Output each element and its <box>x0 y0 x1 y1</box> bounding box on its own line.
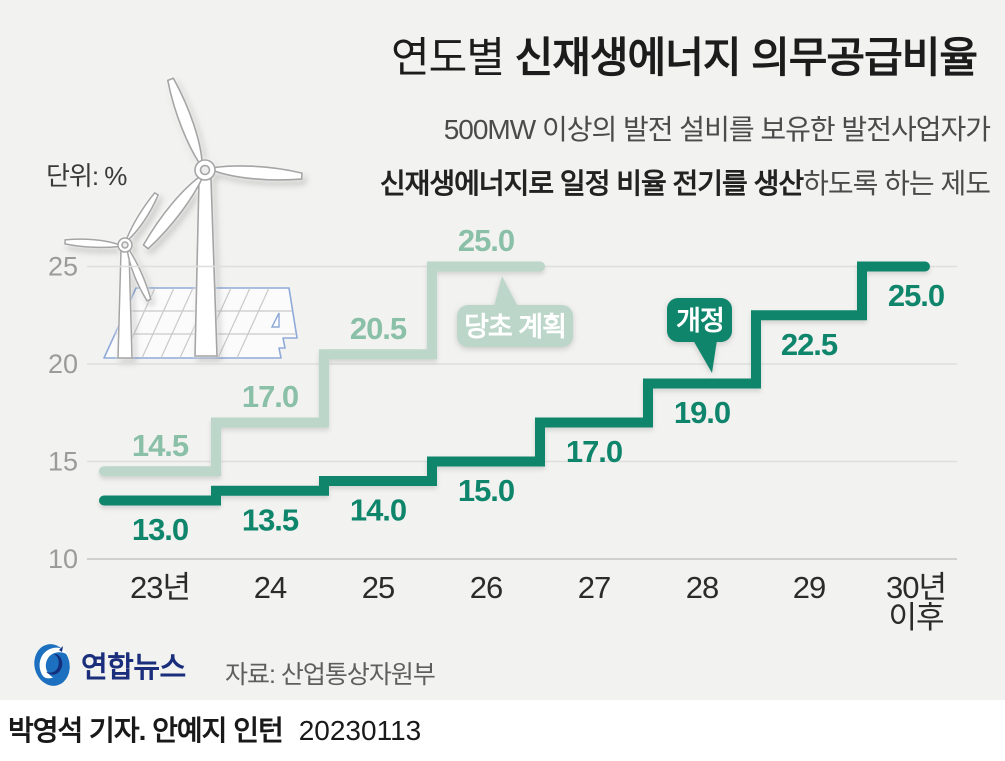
data-labels: 14.5 17.0 20.5 25.0 13.0 13.5 14.0 15.0 17.0 19.0… <box>132 223 945 547</box>
data-label: 25.0 <box>458 223 514 258</box>
series-line-0 <box>99 261 545 477</box>
x-tick-label: 24 <box>254 570 287 605</box>
x-tick-label: 29 <box>793 570 825 605</box>
x-tick-label: 28 <box>686 570 718 605</box>
x-tick-label: 27 <box>578 570 610 605</box>
yonhap-logo-text: 연합뉴스 <box>81 652 186 684</box>
data-label: 15.0 <box>458 473 514 508</box>
annotation-original-plan-label: 당초 계획 <box>464 312 566 342</box>
axis-labels: 25 20 15 10 23년 24 25 26 27 28 29 30년 이후 <box>48 252 947 636</box>
credit-date: 20230113 <box>298 715 422 746</box>
x-tick-label: 25 <box>362 570 394 605</box>
credit-line: 박영석 기자. 안예지 인턴 20230113 <box>8 709 421 749</box>
wind-turbine-large-icon <box>142 77 303 357</box>
y-tick-label: 10 <box>48 544 78 574</box>
data-label: 22.5 <box>781 327 838 362</box>
annotation-revision: 개정 <box>667 298 732 373</box>
title-emphasis: 신재생에너지 의무공급비율 <box>514 34 978 81</box>
credit-names: 박영석 기자. 안예지 인턴 <box>8 715 284 746</box>
data-label: 14.0 <box>350 493 406 528</box>
data-label: 14.5 <box>132 428 189 463</box>
source-label: 자료: 산업통상자원부 <box>225 661 436 689</box>
renewables-illustration <box>64 77 303 359</box>
title-prefix: 연도별 <box>391 34 515 81</box>
y-tick-label: 25 <box>48 252 78 282</box>
unit-label: 단위: % <box>46 161 127 191</box>
y-tick-label: 20 <box>48 349 78 379</box>
x-tick-label: 30년 이후 <box>886 570 946 635</box>
subtitle-line2-rest: 하도록 하는 제도 <box>803 168 991 200</box>
data-label: 20.5 <box>350 311 407 346</box>
annotation-revision-label: 개정 <box>676 306 724 336</box>
wind-turbine-small-icon <box>64 191 160 359</box>
subtitle-line2-bold: 신재생에너지로 일정 비율 전기를 생산 <box>379 168 804 200</box>
yonhap-logo-icon <box>34 644 70 686</box>
data-label: 25.0 <box>888 278 944 313</box>
footer-strip <box>0 700 1005 761</box>
header: 연도별 신재생에너지 의무공급비율 500MW 이상의 발전 설비를 보유한 발… <box>290 0 991 202</box>
yonhap-logo: 연합뉴스 <box>32 641 186 689</box>
data-label: 19.0 <box>674 395 730 430</box>
x-tick-label: 26 <box>470 570 502 605</box>
data-label: 17.0 <box>242 379 298 414</box>
data-label: 13.5 <box>242 502 299 537</box>
series-line-1 <box>99 261 930 506</box>
x-tick-label: 23년 <box>130 570 190 605</box>
data-label: 13.0 <box>132 512 188 547</box>
subtitle-line2: 신재생에너지로 일정 비율 전기를 생산하도록 하는 제도 <box>290 162 991 202</box>
subtitle-line1: 500MW 이상의 발전 설비를 보유한 발전사업자가 <box>443 114 991 146</box>
annotation-original-plan: 당초 계획 <box>457 276 573 347</box>
series-lines <box>99 261 930 506</box>
page-title: 연도별 신재생에너지 의무공급비율 <box>290 34 978 81</box>
y-tick-label: 15 <box>48 447 78 477</box>
data-label: 17.0 <box>566 434 622 469</box>
